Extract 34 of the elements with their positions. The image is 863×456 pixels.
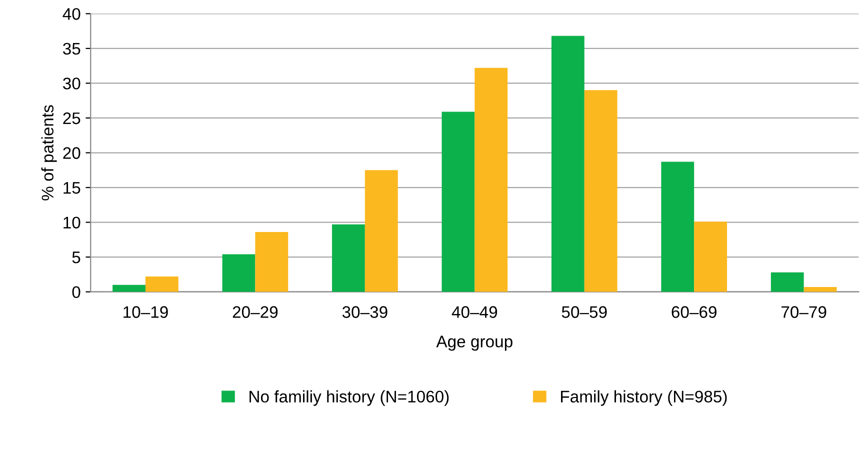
bar xyxy=(551,36,584,292)
legend-label: No familiy history (N=1060) xyxy=(250,390,449,406)
x-axis-title: Age group xyxy=(436,336,512,351)
bar xyxy=(364,170,398,292)
y-tick-label: 15 xyxy=(64,182,80,194)
bar xyxy=(112,284,146,292)
x-tick-label: 70–79 xyxy=(782,306,826,318)
bar xyxy=(584,90,618,292)
y-tick-label: 0 xyxy=(72,286,80,298)
bar xyxy=(770,272,804,292)
bar xyxy=(804,286,837,292)
bar xyxy=(661,162,694,292)
legend-label: Family history (N=985) xyxy=(561,390,727,406)
y-tick-label: 10 xyxy=(64,216,80,229)
x-tick-label: 50–59 xyxy=(562,306,607,318)
y-tick-label: 30 xyxy=(62,78,80,90)
x-tick-label: 30–39 xyxy=(342,306,388,318)
bar xyxy=(222,254,256,292)
y-axis-title: % of patients xyxy=(41,105,57,200)
x-tick-label: 20–29 xyxy=(232,306,278,318)
bar xyxy=(255,232,288,292)
bar xyxy=(694,222,728,292)
bar xyxy=(332,224,365,292)
y-tick-label: 35 xyxy=(62,42,80,55)
x-tick-label: 40–49 xyxy=(452,306,498,318)
x-tick-label: 10–19 xyxy=(124,306,168,318)
y-tick-label: 40 xyxy=(62,8,80,20)
bar xyxy=(442,112,475,292)
y-tick-label: 25 xyxy=(63,112,80,124)
bar xyxy=(145,276,178,292)
y-tick-label: 20 xyxy=(63,147,80,159)
y-tick-label: 5 xyxy=(72,252,80,264)
bar xyxy=(474,68,508,292)
x-tick-label: 60–69 xyxy=(672,306,716,318)
